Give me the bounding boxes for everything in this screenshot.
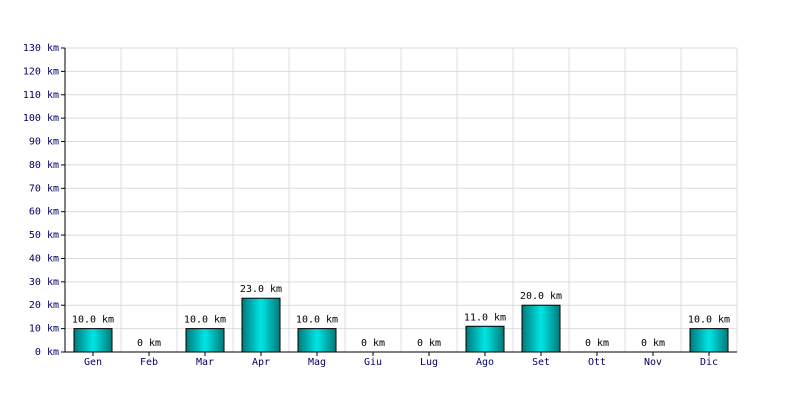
value-label: 10.0 km — [184, 315, 226, 326]
x-tick-label: Set — [532, 357, 550, 368]
y-tick-label: 0 km — [35, 347, 59, 358]
y-tick-label: 70 km — [29, 183, 59, 194]
y-tick-label: 30 km — [29, 277, 59, 288]
x-tick-label: Ott — [588, 357, 606, 368]
bar — [521, 304, 561, 353]
x-tick-label: Mar — [196, 357, 214, 368]
y-tick-label: 120 km — [23, 66, 59, 77]
value-label: 23.0 km — [240, 284, 282, 295]
bar — [297, 328, 337, 353]
y-tick-label: 60 km — [29, 207, 59, 218]
x-tick-label: Ago — [476, 357, 494, 368]
value-label: 10.0 km — [72, 315, 114, 326]
value-label: 0 km — [417, 338, 441, 349]
x-tick-label: Nov — [644, 357, 662, 368]
value-label: 0 km — [361, 338, 385, 349]
value-label: 10.0 km — [688, 315, 730, 326]
x-tick-label: Feb — [140, 357, 158, 368]
x-tick-label: Dic — [700, 357, 718, 368]
y-tick-label: 20 km — [29, 300, 59, 311]
x-tick-label: Apr — [252, 357, 270, 368]
x-tick-label: Gen — [84, 357, 102, 368]
value-label: 11.0 km — [464, 312, 506, 323]
y-tick-label: 130 km — [23, 43, 59, 54]
value-label: 0 km — [585, 338, 609, 349]
x-tick-label: Giu — [364, 357, 382, 368]
y-tick-label: 80 km — [29, 160, 59, 171]
y-tick-label: 100 km — [23, 113, 59, 124]
bar — [73, 328, 113, 353]
y-tick-label: 110 km — [23, 90, 59, 101]
value-label: 0 km — [137, 338, 161, 349]
value-label: 10.0 km — [296, 315, 338, 326]
value-label: 0 km — [641, 338, 665, 349]
bar — [465, 325, 505, 353]
x-tick-label: Mag — [308, 357, 326, 368]
bar — [689, 328, 729, 353]
bar — [241, 297, 281, 353]
x-tick-label: Lug — [420, 357, 438, 368]
y-tick-label: 50 km — [29, 230, 59, 241]
value-label: 20.0 km — [520, 291, 562, 302]
bar — [185, 328, 225, 353]
y-tick-label: 10 km — [29, 324, 59, 335]
y-tick-label: 40 km — [29, 253, 59, 264]
y-tick-label: 90 km — [29, 137, 59, 148]
